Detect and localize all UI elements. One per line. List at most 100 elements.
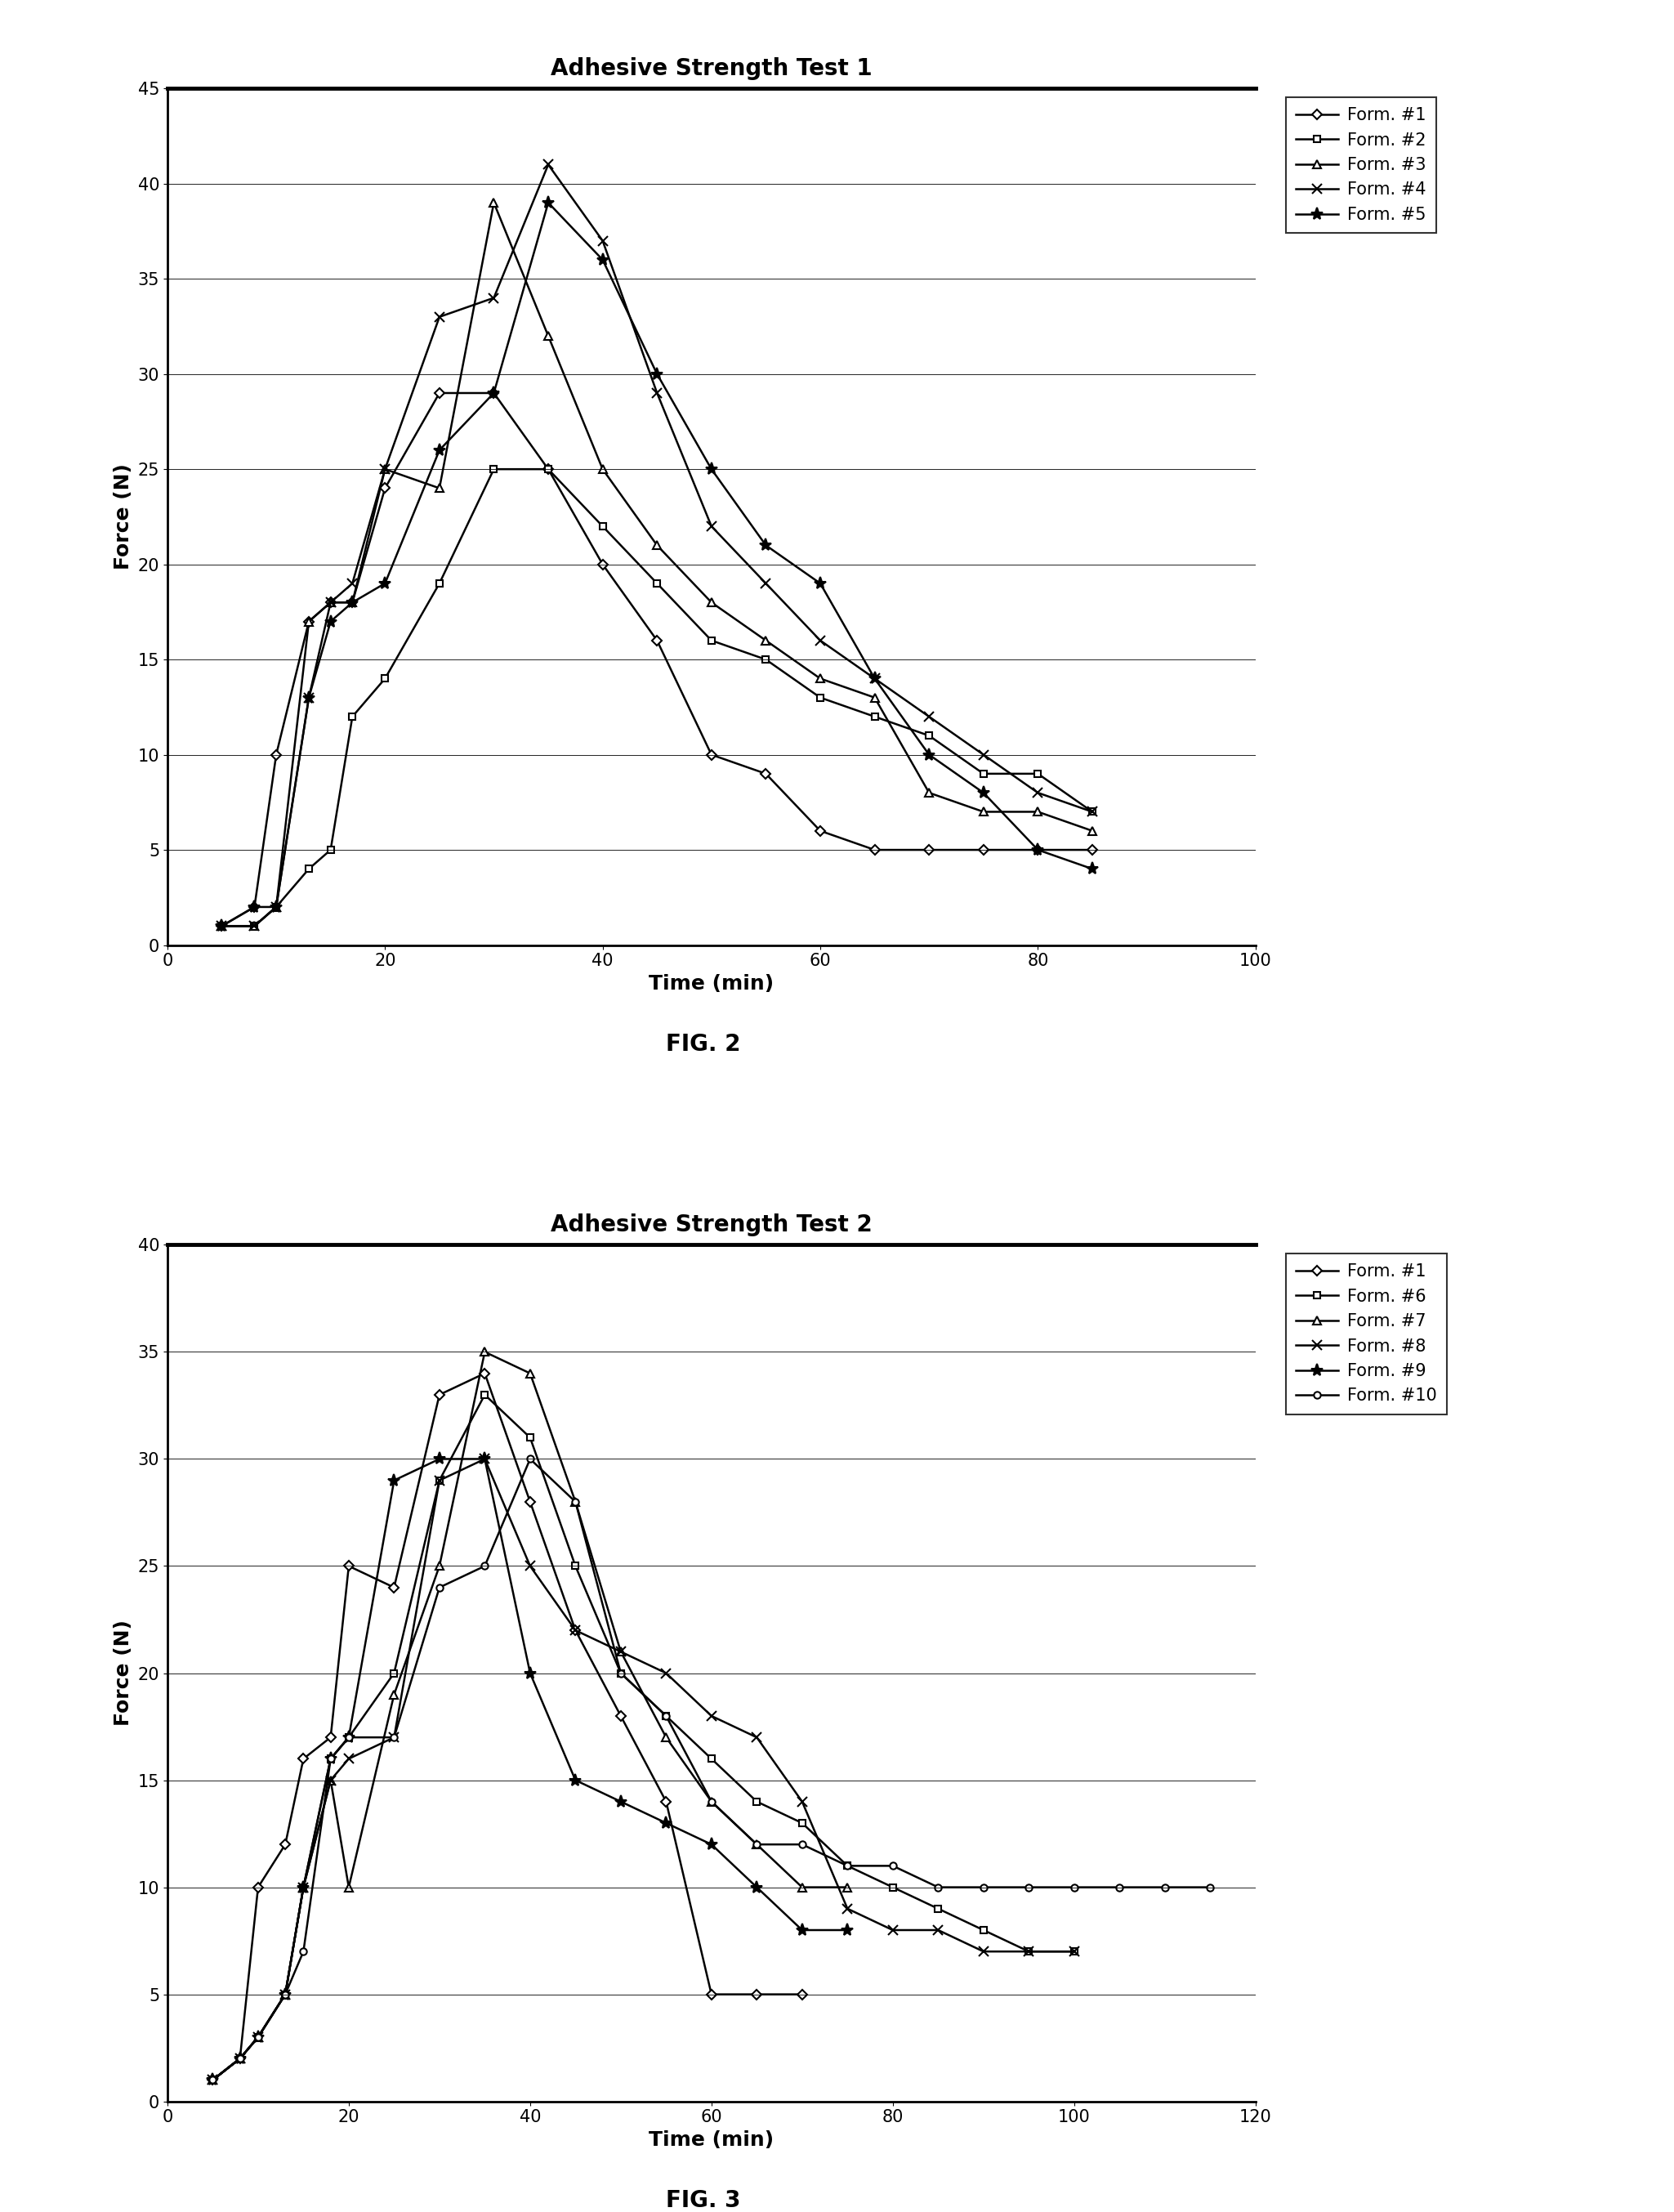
Form. #1 bbox=[203, 2066, 223, 2093]
Form. #6 bbox=[521, 1425, 541, 1451]
Form. #2 bbox=[919, 723, 939, 750]
X-axis label: Time (min): Time (min) bbox=[650, 2130, 773, 2150]
Form. #2 bbox=[211, 914, 231, 940]
Line: Form. #4: Form. #4 bbox=[218, 159, 1096, 931]
Form. #4 bbox=[1083, 799, 1103, 825]
Form. #7 bbox=[747, 1832, 767, 1858]
Form. #9 bbox=[275, 1982, 295, 2008]
Form. #2 bbox=[1083, 799, 1103, 825]
Form. #8 bbox=[1065, 1938, 1085, 1964]
Form. #1 bbox=[321, 588, 341, 615]
Form. #1 bbox=[429, 1382, 449, 1409]
Form. #3 bbox=[593, 456, 613, 482]
Form. #2 bbox=[1028, 761, 1048, 787]
Form. #7 bbox=[321, 1767, 341, 1794]
Form. #6 bbox=[475, 1382, 496, 1409]
Form. #5 bbox=[701, 456, 721, 482]
Form. #1 bbox=[757, 761, 777, 787]
Form. #6 bbox=[1019, 1938, 1040, 1964]
Line: Form. #1: Form. #1 bbox=[209, 1369, 805, 2084]
Form. #7 bbox=[248, 2024, 268, 2051]
Line: Form. #2: Form. #2 bbox=[218, 467, 1096, 929]
Line: Form. #1: Form. #1 bbox=[218, 389, 1096, 929]
Form. #7 bbox=[229, 2046, 249, 2073]
Form. #2 bbox=[539, 456, 559, 482]
Line: Form. #8: Form. #8 bbox=[208, 1455, 1078, 2084]
Form. #6 bbox=[383, 1659, 403, 1686]
Form. #1 bbox=[298, 608, 318, 635]
Form. #1 bbox=[919, 836, 939, 863]
Form. #8 bbox=[475, 1447, 496, 1473]
Form. #7 bbox=[701, 1787, 721, 1814]
Form. #1 bbox=[864, 836, 884, 863]
X-axis label: Time (min): Time (min) bbox=[650, 973, 773, 993]
Form. #1 bbox=[275, 1832, 295, 1858]
Form. #9 bbox=[701, 1832, 721, 1858]
Form. #2 bbox=[244, 914, 264, 940]
Form. #3 bbox=[919, 779, 939, 805]
Form. #5 bbox=[343, 588, 363, 615]
Form. #9 bbox=[383, 1467, 403, 1493]
Form. #3 bbox=[484, 190, 504, 217]
Form. #8 bbox=[701, 1703, 721, 1730]
Form. #5 bbox=[864, 666, 884, 692]
Form. #10 bbox=[229, 2046, 249, 2073]
Form. #8 bbox=[229, 2046, 249, 2073]
Form. #1 bbox=[646, 628, 666, 655]
Form. #8 bbox=[566, 1617, 586, 1644]
Form. #4 bbox=[810, 628, 830, 655]
Form. #8 bbox=[747, 1723, 767, 1750]
Form. #3 bbox=[864, 684, 884, 710]
Form. #7 bbox=[792, 1874, 812, 1900]
Form. #4 bbox=[343, 571, 363, 597]
Form. #1 bbox=[383, 1575, 403, 1601]
Form. #2 bbox=[974, 761, 994, 787]
Form. #3 bbox=[211, 914, 231, 940]
Form. #9 bbox=[566, 1767, 586, 1794]
Form. #6 bbox=[203, 2066, 223, 2093]
Form. #9 bbox=[203, 2066, 223, 2093]
Form. #8 bbox=[1019, 1938, 1040, 1964]
Form. #8 bbox=[974, 1938, 994, 1964]
Form. #7 bbox=[338, 1874, 358, 1900]
Form. #10 bbox=[927, 1874, 947, 1900]
Form. #1 bbox=[747, 1982, 767, 2008]
Form. #1 bbox=[321, 1723, 341, 1750]
Form. #1 bbox=[521, 1489, 541, 1515]
Form. #4 bbox=[429, 303, 449, 330]
Form. #10 bbox=[248, 2024, 268, 2051]
Form. #10 bbox=[1019, 1874, 1040, 1900]
Form. #8 bbox=[321, 1767, 341, 1794]
Form. #2 bbox=[810, 684, 830, 710]
Form. #3 bbox=[539, 323, 559, 349]
Form. #6 bbox=[792, 1809, 812, 1836]
Form. #1 bbox=[475, 1360, 496, 1387]
Form. #3 bbox=[1028, 799, 1048, 825]
Form. #4 bbox=[864, 666, 884, 692]
Form. #10 bbox=[203, 2066, 223, 2093]
Form. #6 bbox=[837, 1854, 857, 1880]
Form. #9 bbox=[475, 1447, 496, 1473]
Form. #4 bbox=[757, 571, 777, 597]
Form. #1 bbox=[701, 741, 721, 768]
Form. #7 bbox=[566, 1489, 586, 1515]
Form. #1 bbox=[484, 380, 504, 407]
Form. #3 bbox=[429, 476, 449, 502]
Form. #1 bbox=[611, 1703, 631, 1730]
Form. #10 bbox=[275, 1982, 295, 2008]
Line: Form. #10: Form. #10 bbox=[209, 1455, 1214, 2084]
Form. #8 bbox=[275, 1982, 295, 2008]
Line: Form. #9: Form. #9 bbox=[206, 1453, 854, 2086]
Form. #5 bbox=[484, 380, 504, 407]
Form. #8 bbox=[383, 1723, 403, 1750]
Form. #10 bbox=[338, 1723, 358, 1750]
Form. #2 bbox=[298, 856, 318, 883]
Form. #9 bbox=[611, 1787, 631, 1814]
Form. #5 bbox=[919, 741, 939, 768]
Form. #3 bbox=[701, 588, 721, 615]
Form. #1 bbox=[1083, 836, 1103, 863]
Form. #10 bbox=[882, 1854, 902, 1880]
Line: Form. #6: Form. #6 bbox=[209, 1391, 1078, 2084]
Form. #5 bbox=[593, 246, 613, 272]
Form. #5 bbox=[539, 190, 559, 217]
